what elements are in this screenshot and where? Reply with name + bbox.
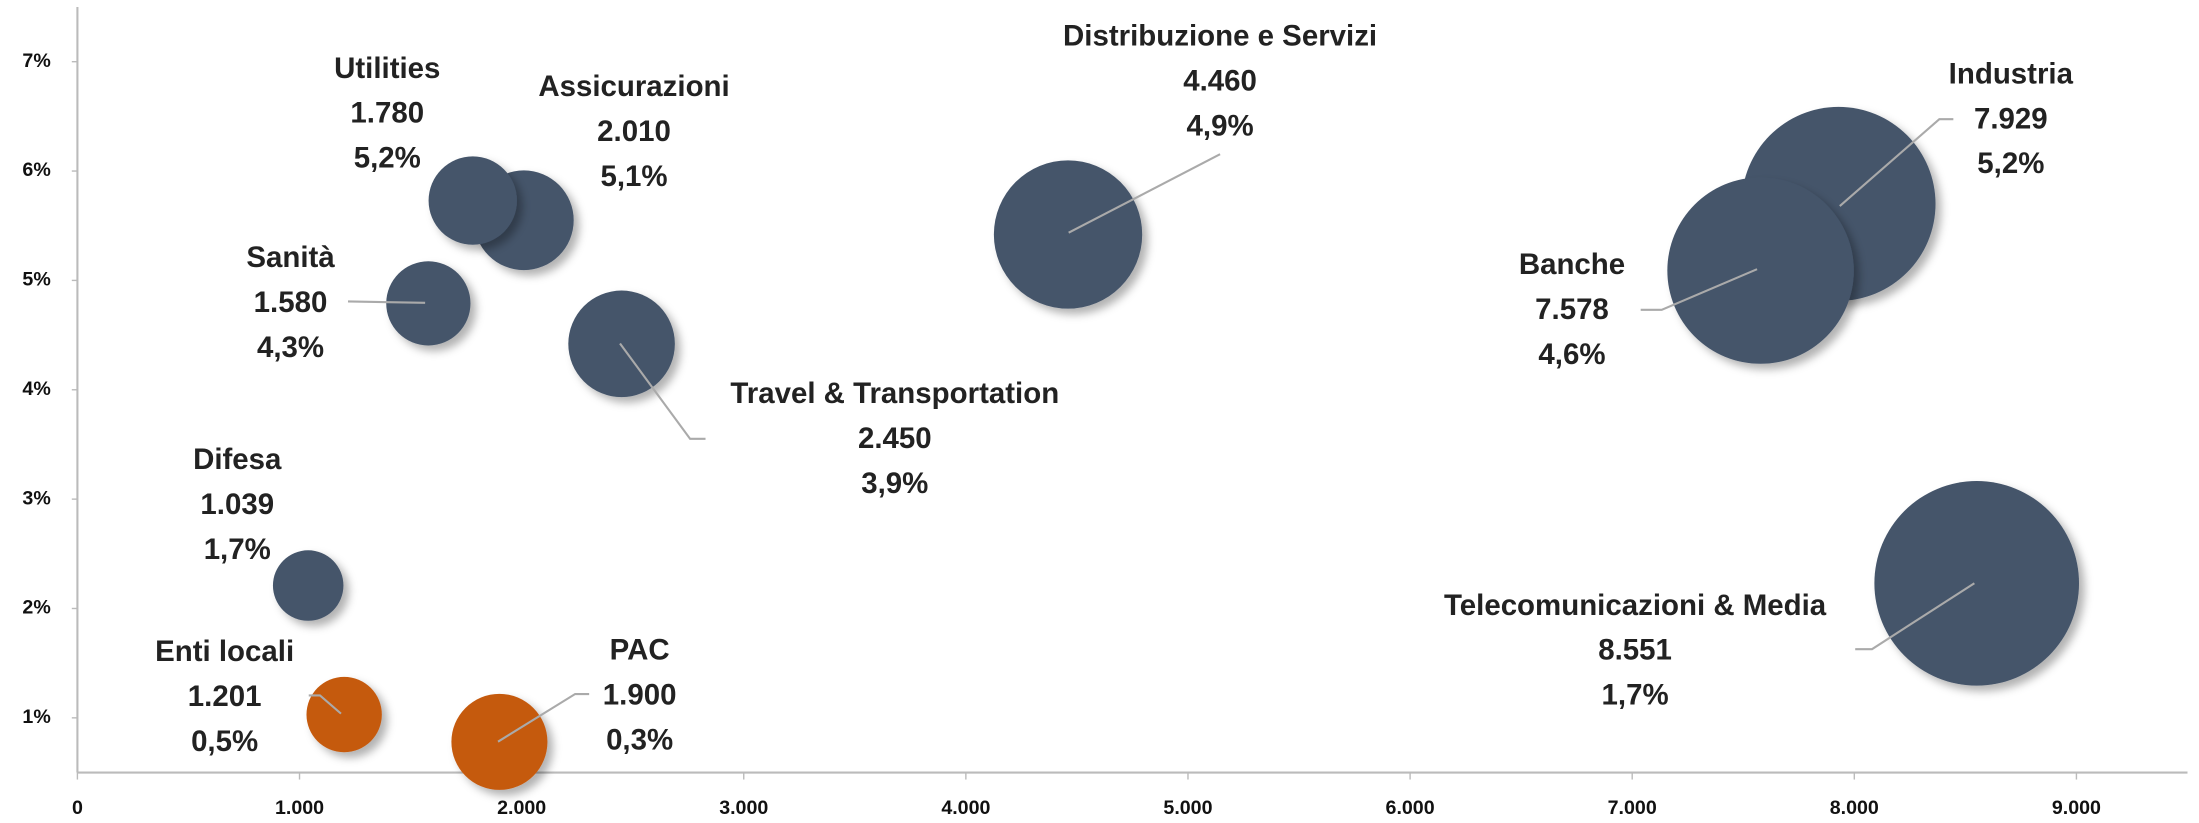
bubble	[993, 160, 1143, 309]
x-tick-label: 4.000	[941, 797, 990, 819]
leader-line	[1839, 118, 1954, 207]
bubble	[1874, 481, 2080, 686]
data-label-name: Utilities	[334, 52, 440, 85]
x-tick-label: 2.000	[497, 797, 546, 819]
y-tick-label: 5%	[22, 269, 50, 291]
leader-line	[1640, 268, 1758, 311]
y-tick-label: 3%	[22, 487, 50, 509]
leader-line	[1068, 153, 1221, 234]
data-label-name: Telecomunicazioni & Media	[1444, 589, 1827, 622]
bubble	[428, 156, 517, 245]
data-label-name: Difesa	[193, 443, 282, 476]
data-label-growth: 1,7%	[204, 533, 271, 566]
data-label-growth: 5,1%	[600, 160, 667, 193]
bubble	[306, 676, 382, 753]
leader-line	[497, 692, 590, 743]
data-label-value: 1.900	[603, 679, 677, 712]
bubble	[272, 550, 344, 621]
data-label-growth: 4,9%	[1187, 109, 1254, 142]
data-label-value: 7.578	[1535, 293, 1609, 326]
data-label-value: 4.460	[1183, 65, 1257, 98]
data-label-growth: 4,6%	[1538, 338, 1605, 371]
data-label-name: Assicurazioni	[538, 70, 729, 103]
y-tick-label: 1%	[22, 706, 50, 728]
data-label-growth: 0,3%	[606, 723, 673, 756]
data-label-value: 8.551	[1598, 634, 1672, 667]
x-tick-label: 9.000	[2052, 797, 2101, 819]
bubble	[568, 290, 675, 398]
y-tick-label: 6%	[22, 159, 50, 181]
x-tick-label: 7.000	[1608, 797, 1657, 819]
data-label-name: Industria	[1949, 57, 2074, 90]
data-label-name: PAC	[610, 634, 670, 667]
y-tick-label: 7%	[22, 50, 50, 72]
data-label-name: Travel & Transportation	[730, 377, 1059, 410]
data-label-name: Enti locali	[155, 635, 294, 668]
data-label-growth: 4,3%	[257, 331, 324, 364]
x-tick-label: 5.000	[1163, 797, 1212, 819]
leader-line	[1855, 582, 1975, 651]
x-tick-label: 3.000	[719, 797, 768, 819]
data-label-name: Sanità	[246, 241, 335, 274]
bubble	[386, 261, 471, 346]
data-label-growth: 5,2%	[1977, 147, 2044, 180]
leader-line	[619, 342, 706, 440]
data-label-growth: 5,2%	[354, 142, 421, 175]
data-label-growth: 1,7%	[1602, 679, 1669, 712]
data-label-growth: 0,5%	[191, 725, 258, 758]
leader-line	[308, 694, 342, 715]
data-label-value: 2.010	[597, 115, 671, 148]
data-label-name: Distribuzione e Servizi	[1063, 20, 1377, 53]
data-label-value: 7.929	[1974, 102, 2048, 135]
bubble	[1667, 177, 1854, 364]
x-tick-label: 6.000	[1386, 797, 1435, 819]
x-tick-label: 0	[72, 797, 83, 819]
x-tick-label: 8.000	[1830, 797, 1879, 819]
y-tick-label: 2%	[22, 597, 50, 619]
data-label-value: 1.580	[254, 286, 328, 319]
data-label-value: 1.201	[188, 680, 262, 713]
data-label-value: 1.780	[350, 97, 424, 130]
data-label-growth: 3,9%	[861, 467, 928, 500]
data-label-value: 2.450	[858, 422, 932, 455]
data-label-name: Banche	[1519, 248, 1625, 281]
data-label-value: 1.039	[200, 488, 274, 521]
leader-line	[347, 300, 426, 304]
y-tick-label: 4%	[22, 378, 50, 400]
x-tick-label: 1.000	[275, 797, 324, 819]
